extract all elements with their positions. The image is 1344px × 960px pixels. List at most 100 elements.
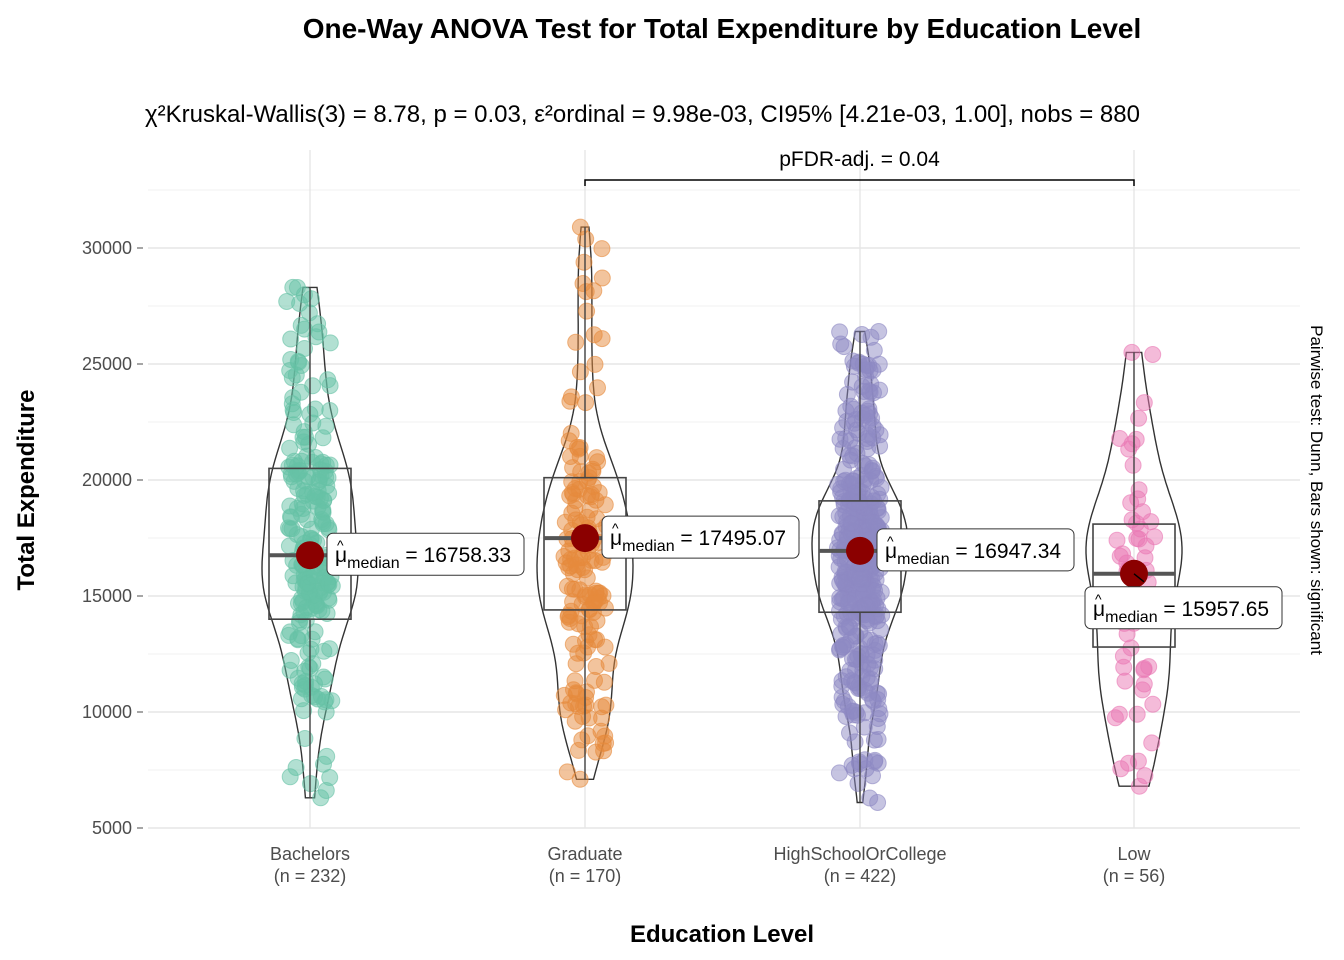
- data-point: [856, 596, 874, 614]
- data-point: [853, 378, 871, 395]
- data-point: [560, 432, 578, 450]
- data-point: [850, 494, 868, 511]
- data-point: [1123, 435, 1141, 453]
- y-tick-label: 15000: [82, 586, 132, 606]
- data-point: [282, 351, 300, 368]
- data-point: [1115, 658, 1133, 676]
- data-point: [284, 401, 302, 419]
- x-tick-label: Bachelors: [270, 844, 350, 864]
- data-point: [834, 489, 851, 506]
- data-point: [846, 733, 864, 751]
- data-point: [319, 574, 337, 591]
- data-point: [1144, 695, 1162, 713]
- data-point: [282, 465, 300, 483]
- data-point: [278, 293, 296, 310]
- data-point: [570, 697, 588, 715]
- data-point: [578, 302, 596, 320]
- x-tick-n-label: (n = 232): [274, 866, 347, 886]
- data-point: [310, 473, 328, 491]
- data-point: [863, 462, 881, 479]
- median-label: μmedian = 16947.34: [885, 540, 1061, 568]
- data-point: [1130, 409, 1148, 427]
- data-point: [1122, 494, 1140, 512]
- data-point: [1120, 754, 1138, 772]
- data-point: [309, 498, 327, 516]
- data-point: [851, 570, 869, 588]
- median-dot: [571, 524, 599, 553]
- data-point: [834, 695, 852, 713]
- data-point: [288, 279, 306, 296]
- x-tick-label: HighSchoolOrCollege: [773, 844, 946, 864]
- data-point: [287, 366, 305, 384]
- data-point: [586, 355, 604, 373]
- data-point: [835, 460, 852, 478]
- data-point: [312, 688, 330, 705]
- data-point: [289, 631, 307, 649]
- data-point: [280, 537, 298, 555]
- data-point: [295, 482, 313, 500]
- data-point: [571, 770, 589, 788]
- data-point: [555, 548, 573, 565]
- data-point: [292, 690, 310, 708]
- data-point: [841, 618, 859, 636]
- data-point: [558, 763, 576, 781]
- data-point: [587, 658, 605, 675]
- data-point: [1135, 660, 1153, 677]
- median-dot: [846, 536, 874, 565]
- data-point: [1128, 514, 1145, 532]
- data-point: [597, 696, 615, 714]
- data-point: [1136, 767, 1154, 785]
- data-point: [321, 334, 339, 352]
- median-dot: [296, 541, 324, 570]
- data-point: [1128, 705, 1146, 723]
- pairwise-bracket-line: [584, 179, 1135, 186]
- y-axis: 5000 10000 15000 20000 25000 30000: [82, 238, 143, 838]
- data-point: [1106, 709, 1124, 727]
- data-point: [296, 340, 313, 357]
- data-point: [573, 731, 591, 749]
- data-point: [849, 774, 867, 792]
- data-point: [575, 644, 593, 662]
- x-tick-label: Low: [1117, 844, 1151, 864]
- data-point: [1135, 675, 1153, 693]
- data-point: [589, 379, 606, 397]
- data-point: [595, 742, 613, 760]
- data-point: [832, 335, 850, 353]
- boxplots: [268, 227, 1176, 803]
- data-point: [577, 283, 595, 301]
- data-point: [864, 691, 881, 709]
- data-point: [1111, 547, 1129, 565]
- data-point: [562, 448, 579, 465]
- data-point: [302, 290, 320, 308]
- data-point: [304, 377, 322, 395]
- data-point: [321, 769, 339, 786]
- chart-title: One-Way ANOVA Test for Total Expenditure…: [303, 13, 1142, 44]
- median-label: μmedian = 16758.33: [335, 544, 511, 572]
- data-point: [297, 599, 315, 617]
- median-label: μmedian = 15957.65: [1093, 598, 1269, 626]
- data-point: [575, 253, 593, 271]
- median-label: μmedian = 17495.07: [610, 527, 786, 555]
- data-point: [834, 638, 852, 656]
- x-axis-title: Education Level: [630, 921, 814, 948]
- data-point: [853, 326, 871, 343]
- scatter-points: [278, 218, 1164, 811]
- x-tick-n-label: (n = 170): [549, 866, 622, 886]
- y-tick-label: 30000: [82, 238, 132, 258]
- chart-subtitle: χ²Kruskal-Wallis(3) = 8.78, p = 0.03, ε²…: [145, 101, 1140, 128]
- median-label-box: [1084, 586, 1283, 630]
- data-point: [853, 404, 871, 422]
- y-tick-label: 25000: [82, 354, 132, 374]
- data-point: [296, 730, 314, 747]
- x-axis: Bachelors(n = 232) Graduate(n = 170) HighS…: [270, 844, 1165, 886]
- data-point: [834, 419, 852, 437]
- data-point: [849, 706, 866, 724]
- data-point: [560, 613, 578, 631]
- hat-icon: ^: [887, 533, 894, 549]
- data-point: [321, 402, 339, 419]
- data-point: [555, 686, 573, 704]
- data-point: [320, 591, 338, 609]
- data-point: [585, 326, 603, 344]
- data-point: [848, 421, 865, 439]
